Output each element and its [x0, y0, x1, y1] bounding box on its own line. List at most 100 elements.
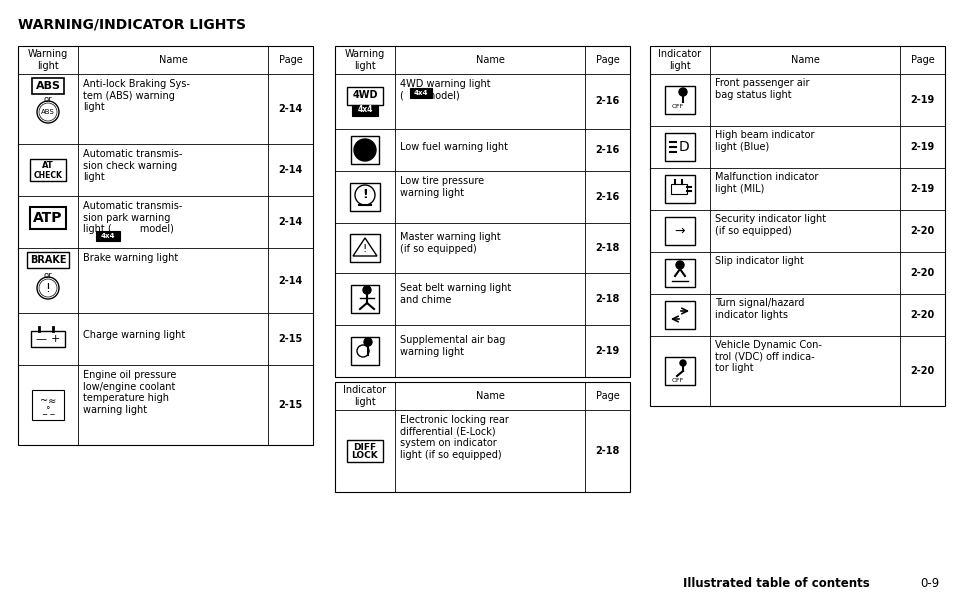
Bar [18, 46, 313, 445]
Text: —: — [35, 334, 47, 344]
Text: D: D [678, 140, 689, 154]
Bar [32, 390, 64, 420]
Text: +: + [51, 334, 60, 344]
Text: Name: Name [790, 55, 819, 65]
Text: CHECK: CHECK [33, 170, 62, 179]
Bar [351, 136, 378, 164]
Text: Page: Page [910, 55, 933, 65]
Bar [350, 234, 379, 262]
Bar [30, 207, 66, 229]
Bar [664, 301, 695, 329]
Text: Low tire pressure
warning light: Low tire pressure warning light [399, 176, 483, 198]
Circle shape [676, 261, 683, 269]
Text: Engine oil pressure
low/engine coolant
temperature high
warning light: Engine oil pressure low/engine coolant t… [83, 370, 176, 415]
Text: !: ! [362, 188, 368, 201]
Text: ATP: ATP [33, 211, 63, 225]
Bar [670, 184, 686, 194]
Text: 4x4: 4x4 [101, 233, 115, 239]
Text: 2-19: 2-19 [909, 95, 934, 105]
Text: 2-20: 2-20 [909, 226, 934, 236]
Text: LOCK: LOCK [352, 452, 378, 460]
Text: 2-18: 2-18 [595, 294, 619, 304]
Bar [664, 175, 695, 203]
Text: Seat belt warning light
and chime: Seat belt warning light and chime [399, 283, 511, 305]
Text: Automatic transmis-
sion park warning
light (         model): Automatic transmis- sion park warning li… [83, 201, 182, 234]
Bar [96, 231, 120, 241]
Text: Name: Name [475, 391, 504, 401]
Text: BRAKE: BRAKE [30, 255, 66, 265]
Text: Charge warning light: Charge warning light [83, 330, 185, 340]
Bar [664, 133, 695, 161]
Text: 2-14: 2-14 [278, 275, 302, 286]
Text: ~≈: ~≈ [40, 395, 56, 405]
Text: _°_: _°_ [42, 407, 54, 415]
Text: 0-9: 0-9 [920, 577, 939, 590]
Text: Anti-lock Braking Sys-
tem (ABS) warning
light: Anti-lock Braking Sys- tem (ABS) warning… [83, 79, 190, 112]
Text: 2-15: 2-15 [278, 400, 302, 410]
Text: Page: Page [278, 55, 302, 65]
Text: AT: AT [42, 162, 53, 170]
Text: Turn signal/hazard
indicator lights: Turn signal/hazard indicator lights [714, 298, 803, 320]
Text: or: or [44, 94, 52, 103]
Text: 4WD: 4WD [352, 91, 377, 100]
Text: Page: Page [595, 55, 618, 65]
Bar [664, 357, 695, 385]
Text: Page: Page [595, 391, 618, 401]
Text: OFF: OFF [671, 105, 683, 109]
Bar [347, 86, 382, 105]
Text: Warning
light: Warning light [28, 49, 68, 71]
Text: Security indicator light
(if so equipped): Security indicator light (if so equipped… [714, 214, 825, 236]
Circle shape [679, 360, 685, 366]
Text: Low fuel warning light: Low fuel warning light [399, 142, 507, 152]
Bar [664, 217, 695, 245]
Text: Malfunction indicator
light (MIL): Malfunction indicator light (MIL) [714, 172, 818, 193]
Text: 2-20: 2-20 [909, 310, 934, 320]
Text: 2-14: 2-14 [278, 165, 302, 175]
Text: Warning
light: Warning light [345, 49, 385, 71]
Text: !: ! [46, 282, 51, 294]
Text: Vehicle Dynamic Con-
trol (VDC) off indica-
tor light: Vehicle Dynamic Con- trol (VDC) off indi… [714, 340, 821, 373]
Text: OFF: OFF [671, 379, 683, 384]
Bar [664, 259, 695, 287]
Text: Indicator
light: Indicator light [658, 49, 700, 71]
Text: Illustrated table of contents: Illustrated table of contents [682, 577, 869, 590]
Text: ABS: ABS [41, 109, 55, 115]
Text: 2-18: 2-18 [595, 243, 619, 253]
Text: WARNING/INDICATOR LIGHTS: WARNING/INDICATOR LIGHTS [18, 18, 246, 32]
Text: Name: Name [158, 55, 187, 65]
Text: DIFF: DIFF [353, 443, 376, 452]
Bar [350, 183, 379, 211]
Bar [30, 331, 65, 347]
Text: High beam indicator
light (Blue): High beam indicator light (Blue) [714, 130, 814, 151]
Text: Electronic locking rear
differential (E-Lock)
system on indicator
light (if so e: Electronic locking rear differential (E-… [399, 415, 508, 460]
Bar [30, 159, 66, 181]
Text: 2-20: 2-20 [909, 366, 934, 376]
Text: 2-15: 2-15 [278, 334, 302, 344]
Text: Front passenger air
bag status light: Front passenger air bag status light [714, 78, 809, 100]
Bar [347, 440, 382, 462]
Text: 2-18: 2-18 [595, 446, 619, 456]
Bar [649, 46, 944, 406]
Text: Indicator
light: Indicator light [343, 385, 386, 407]
Text: 2-16: 2-16 [595, 192, 619, 202]
Text: 2-20: 2-20 [909, 268, 934, 278]
Text: ABS: ABS [35, 81, 60, 91]
Circle shape [679, 88, 686, 96]
Text: 2-16: 2-16 [595, 97, 619, 106]
Bar [351, 285, 378, 313]
Text: 2-14: 2-14 [278, 104, 302, 114]
Bar [664, 86, 695, 114]
Text: Brake warning light: Brake warning light [83, 253, 178, 263]
Text: Supplemental air bag
warning light: Supplemental air bag warning light [399, 335, 505, 357]
Text: 2-19: 2-19 [909, 142, 934, 152]
Text: Name: Name [475, 55, 504, 65]
Text: 2-19: 2-19 [909, 184, 934, 194]
Text: !: ! [362, 244, 367, 254]
Circle shape [354, 139, 375, 161]
Circle shape [364, 338, 372, 346]
Bar [352, 105, 377, 116]
Bar [335, 382, 629, 492]
Bar [410, 88, 432, 98]
Text: 4x4: 4x4 [414, 90, 428, 96]
Text: Master warning light
(if so equipped): Master warning light (if so equipped) [399, 232, 500, 254]
